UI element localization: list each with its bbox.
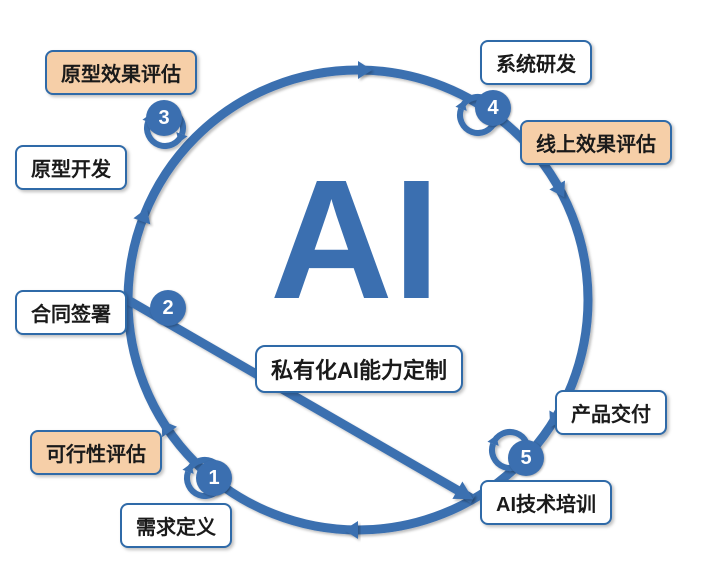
node-5-label-0: 产品交付 bbox=[555, 390, 667, 435]
node-5-badge: 5 bbox=[508, 440, 544, 476]
node-3-label-0: 原型效果评估 bbox=[45, 50, 197, 95]
node-2-label-0: 合同签署 bbox=[15, 290, 127, 335]
center-caption: 私有化AI能力定制 bbox=[255, 345, 463, 393]
node-3-badge: 3 bbox=[146, 100, 182, 136]
node-4-label-1: 线上效果评估 bbox=[520, 120, 672, 165]
node-2-badge: 2 bbox=[150, 290, 186, 326]
node-4-badge: 4 bbox=[475, 90, 511, 126]
node-5-label-1: AI技术培训 bbox=[480, 480, 612, 525]
node-3-label-1: 原型开发 bbox=[15, 145, 127, 190]
node-4-label-0: 系统研发 bbox=[480, 40, 592, 85]
ai-cycle-diagram: AI 私有化AI能力定制 可行性评估需求定义 1 合同签署 2 原型效果评估原型开发 3 系… bbox=[0, 0, 715, 568]
node-1-badge: 1 bbox=[196, 460, 232, 496]
node-1-label-1: 需求定义 bbox=[120, 503, 232, 548]
center-ai-text: AI bbox=[270, 155, 440, 325]
node-1-label-0: 可行性评估 bbox=[30, 430, 162, 475]
